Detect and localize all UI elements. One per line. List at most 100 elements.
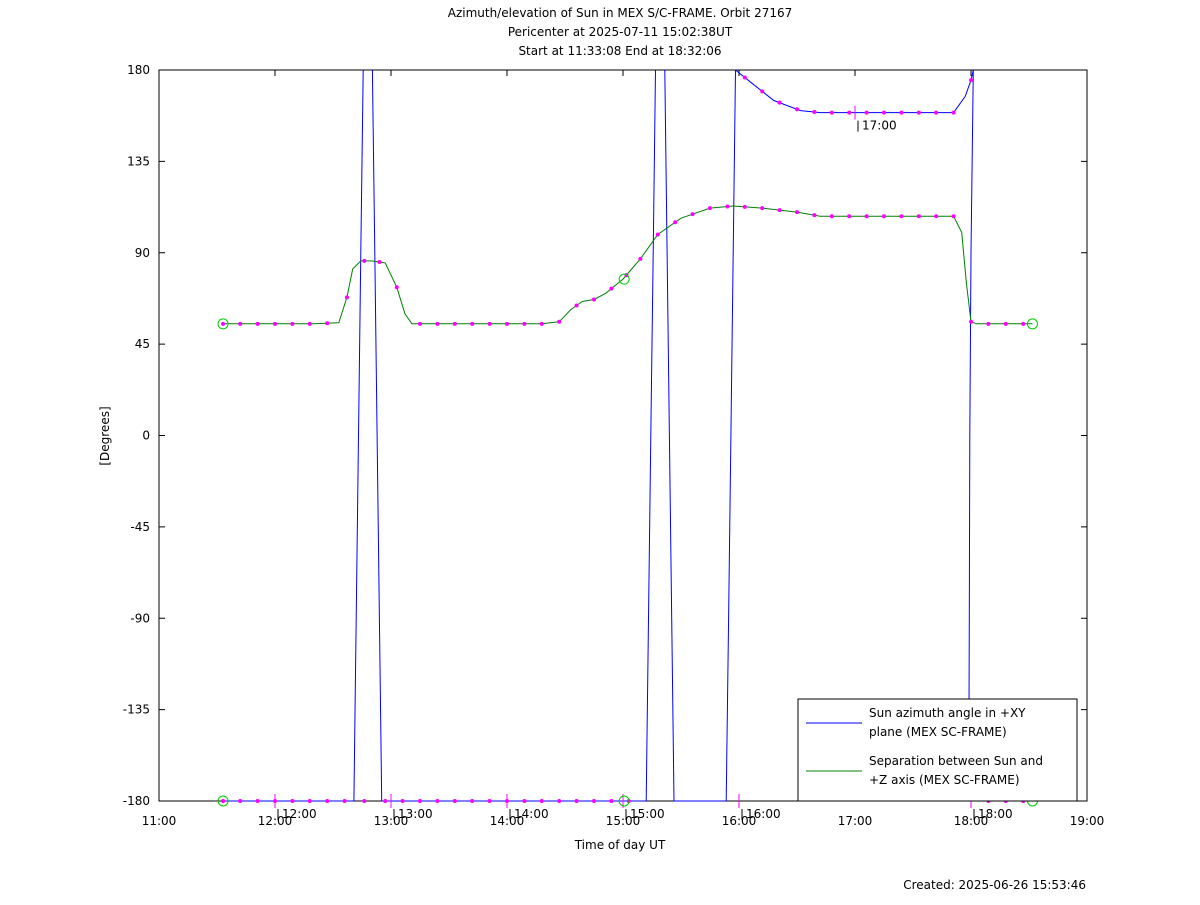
separation-data-point — [986, 321, 991, 326]
hour-marker-label: 13:00 — [398, 807, 433, 821]
azimuth-data-point — [383, 799, 388, 803]
separation-data-point — [435, 321, 440, 326]
series-azimuth-line — [645, 69, 656, 802]
y-tick-label: 135 — [127, 154, 150, 168]
series-separation-line — [223, 205, 1033, 325]
azimuth-data-point — [362, 799, 367, 803]
separation-data-point — [655, 232, 660, 237]
separation-data-point — [951, 214, 956, 219]
azimuth-data-point — [760, 89, 765, 94]
legend-label: Sun azimuth angle in +XY — [869, 706, 1026, 720]
azimuth-data-point — [864, 110, 869, 115]
y-tick-label: -135 — [123, 703, 150, 717]
x-tick-label: 15:00 — [606, 814, 641, 828]
separation-data-point — [725, 204, 730, 209]
separation-data-point — [592, 297, 596, 302]
x-tick-label: 19:00 — [1070, 814, 1105, 828]
chart-title-line-1: Azimuth/elevation of Sun in MEX S/C-FRAM… — [448, 6, 793, 20]
azimuth-data-point — [522, 799, 527, 803]
azimuth-data-point — [934, 110, 939, 115]
start-end-circle — [1026, 318, 1038, 330]
separation-data-point — [1021, 321, 1026, 326]
hour-marker-label: 14:00 — [514, 807, 549, 821]
x-tick-label: 17:00 — [838, 814, 873, 828]
azimuth-data-point — [487, 799, 492, 803]
series-azimuth-line — [371, 69, 647, 802]
separation-data-point — [882, 214, 886, 219]
azimuth-data-point — [400, 799, 405, 803]
x-tick-label: 13:00 — [374, 814, 409, 828]
separation-data-point — [690, 212, 695, 217]
separation-data-point — [812, 213, 817, 218]
start-end-circle — [217, 795, 229, 807]
azimuth-data-point — [221, 799, 226, 803]
separation-data-point — [325, 321, 330, 326]
separation-data-point — [557, 319, 562, 324]
separation-data-point — [522, 321, 527, 326]
hour-marker-label: 15:00 — [630, 807, 665, 821]
azimuth-data-point — [418, 799, 422, 803]
separation-data-point — [344, 295, 349, 300]
y-axis-label: [Degrees] — [98, 406, 112, 465]
separation-data-point — [307, 321, 312, 326]
separation-data-point — [760, 206, 765, 211]
series-azimuth-line — [968, 69, 1033, 802]
separation-data-point — [470, 321, 475, 326]
azimuth-data-point — [795, 107, 799, 112]
separation-data-point — [487, 321, 492, 326]
separation-data-point — [829, 214, 834, 219]
azimuth-data-point — [307, 799, 312, 803]
hour-marker-label: 17:00 — [862, 119, 897, 133]
azimuth-data-point — [899, 110, 904, 115]
separation-data-point — [638, 256, 643, 261]
x-tick-label: 12:00 — [258, 814, 293, 828]
azimuth-data-point — [452, 799, 457, 803]
x-tick-label: 11:00 — [142, 814, 177, 828]
separation-data-point — [795, 210, 799, 215]
separation-data-point — [847, 214, 852, 219]
separation-data-point — [673, 220, 678, 225]
separation-data-point — [221, 321, 226, 326]
separation-data-point — [418, 321, 422, 326]
x-axis-label: Time of day UT — [574, 838, 666, 852]
start-end-circle — [618, 273, 630, 285]
separation-data-point — [708, 206, 712, 211]
azimuth-data-point — [742, 75, 747, 80]
separation-data-point — [377, 260, 382, 265]
separation-data-point — [273, 321, 277, 326]
y-tick-label: 180 — [127, 63, 150, 77]
separation-data-point — [899, 214, 904, 219]
separation-data-point — [916, 214, 921, 219]
separation-data-point — [238, 321, 243, 326]
legend-label: plane (MEX SC-FRAME) — [869, 725, 1007, 739]
azimuth-data-point — [969, 78, 973, 83]
chart-title-line-2: Pericenter at 2025-07-11 15:02:38UT — [508, 25, 733, 39]
separation-data-point — [452, 321, 457, 326]
hour-marker-label: 12:00 — [282, 807, 317, 821]
legend-label: Separation between Sun and — [869, 754, 1043, 768]
y-tick-label: -180 — [123, 794, 150, 808]
separation-data-point — [394, 285, 399, 290]
azimuth-data-point — [592, 799, 596, 803]
azimuth-data-point — [238, 799, 243, 803]
separation-data-point — [1003, 321, 1008, 326]
created-timestamp: Created: 2025-06-26 15:53:46 — [903, 878, 1086, 892]
azimuth-data-point — [557, 799, 562, 803]
series-azimuth-line — [725, 69, 736, 802]
hour-marker-label: 16:00 — [746, 807, 781, 821]
azimuth-data-point — [342, 799, 347, 803]
separation-data-point — [864, 214, 869, 219]
azimuth-data-point — [777, 100, 782, 105]
azimuth-data-point — [435, 799, 440, 803]
separation-data-point — [362, 258, 367, 263]
legend-box — [797, 698, 1078, 802]
separation-data-point — [609, 286, 614, 291]
azimuth-data-point — [829, 110, 834, 115]
separation-data-point — [539, 321, 544, 326]
separation-data-point — [574, 303, 579, 308]
start-end-circle — [618, 795, 630, 807]
start-end-circle — [217, 318, 229, 330]
series-azimuth-line — [664, 69, 727, 802]
